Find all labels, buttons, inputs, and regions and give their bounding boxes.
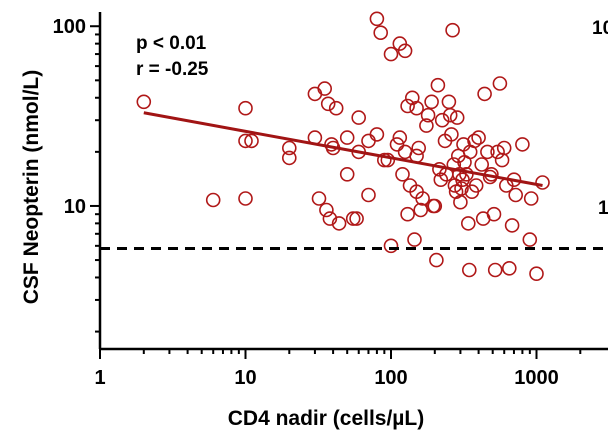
data-point xyxy=(442,107,458,123)
data-point xyxy=(419,118,434,133)
data-point xyxy=(400,206,415,222)
data-point xyxy=(529,266,544,282)
data-point xyxy=(383,46,399,62)
clipped-label-top: 10 xyxy=(592,18,608,39)
data-point xyxy=(487,262,503,278)
data-point xyxy=(427,198,443,214)
data-point xyxy=(205,192,221,208)
data-point xyxy=(281,150,297,166)
data-point xyxy=(376,152,392,168)
data-point xyxy=(383,238,399,254)
data-point xyxy=(361,133,376,149)
x-tick-label: 1000 xyxy=(514,367,559,389)
data-point xyxy=(328,100,344,116)
data-point xyxy=(480,144,495,160)
data-point xyxy=(535,175,550,190)
x-tick-label: 10 xyxy=(234,367,256,389)
x-tick-label: 100 xyxy=(374,367,407,389)
x-axis-title: CD4 nadir (cells/µL) xyxy=(228,407,424,430)
data-point xyxy=(477,86,492,102)
data-point xyxy=(389,137,405,152)
data-point xyxy=(441,94,457,110)
data-point xyxy=(467,133,482,149)
data-point xyxy=(351,110,367,125)
data-point xyxy=(445,22,460,38)
data-point xyxy=(474,157,490,172)
data-point xyxy=(434,112,450,128)
data-point xyxy=(369,11,385,27)
data-point xyxy=(424,94,439,110)
data-point xyxy=(238,191,253,206)
data-point xyxy=(307,86,323,102)
data-point xyxy=(460,216,476,231)
data-point xyxy=(311,191,327,206)
data-point xyxy=(508,187,524,203)
data-point xyxy=(407,232,422,247)
data-point xyxy=(523,191,539,206)
data-point xyxy=(429,252,444,268)
data-point xyxy=(501,260,517,276)
x-tick-label: 1 xyxy=(94,367,105,389)
data-point xyxy=(486,206,502,222)
regression-line xyxy=(143,111,543,187)
clipped-label-middle: 1 xyxy=(598,198,608,219)
data-points xyxy=(136,11,550,282)
data-point xyxy=(373,25,389,41)
data-point xyxy=(380,152,396,168)
y-axis-title: CSF Neopterin (nmol/L) xyxy=(20,70,43,305)
data-point xyxy=(522,232,538,247)
data-point xyxy=(453,194,468,210)
data-point xyxy=(339,167,355,182)
data-point xyxy=(433,172,449,187)
data-point xyxy=(361,187,376,203)
data-point xyxy=(320,96,336,112)
data-point xyxy=(444,127,459,142)
data-point xyxy=(339,130,355,145)
axes: 10 100 1 10 100 1000 xyxy=(53,12,608,389)
data-point xyxy=(461,262,477,278)
data-point xyxy=(331,216,347,231)
data-point xyxy=(400,98,415,114)
data-point xyxy=(345,211,361,226)
data-point xyxy=(492,76,508,91)
data-point xyxy=(238,100,253,116)
data-point xyxy=(504,218,520,233)
data-point xyxy=(496,140,512,156)
data-point xyxy=(322,211,338,226)
data-point xyxy=(454,181,469,196)
data-point xyxy=(515,137,530,152)
r-value-annotation: r = -0.25 xyxy=(136,59,209,80)
data-point xyxy=(281,140,297,156)
data-point xyxy=(397,43,413,59)
p-value-annotation: p < 0.01 xyxy=(136,33,207,54)
data-point xyxy=(319,202,334,218)
y-tick-label: 10 xyxy=(64,196,86,218)
data-point xyxy=(449,110,465,125)
data-point xyxy=(369,127,385,142)
data-point xyxy=(392,130,408,145)
data-point xyxy=(430,77,446,93)
y-tick-label: 100 xyxy=(53,16,86,38)
data-point xyxy=(395,167,410,182)
data-point xyxy=(136,94,152,110)
data-point xyxy=(238,133,253,149)
data-point xyxy=(411,140,427,156)
data-point xyxy=(244,133,259,149)
data-point xyxy=(468,178,484,193)
data-point xyxy=(317,81,333,96)
data-point xyxy=(415,191,430,206)
data-point xyxy=(471,130,486,145)
data-point xyxy=(409,100,424,116)
data-point xyxy=(420,107,436,123)
data-point xyxy=(349,211,364,226)
